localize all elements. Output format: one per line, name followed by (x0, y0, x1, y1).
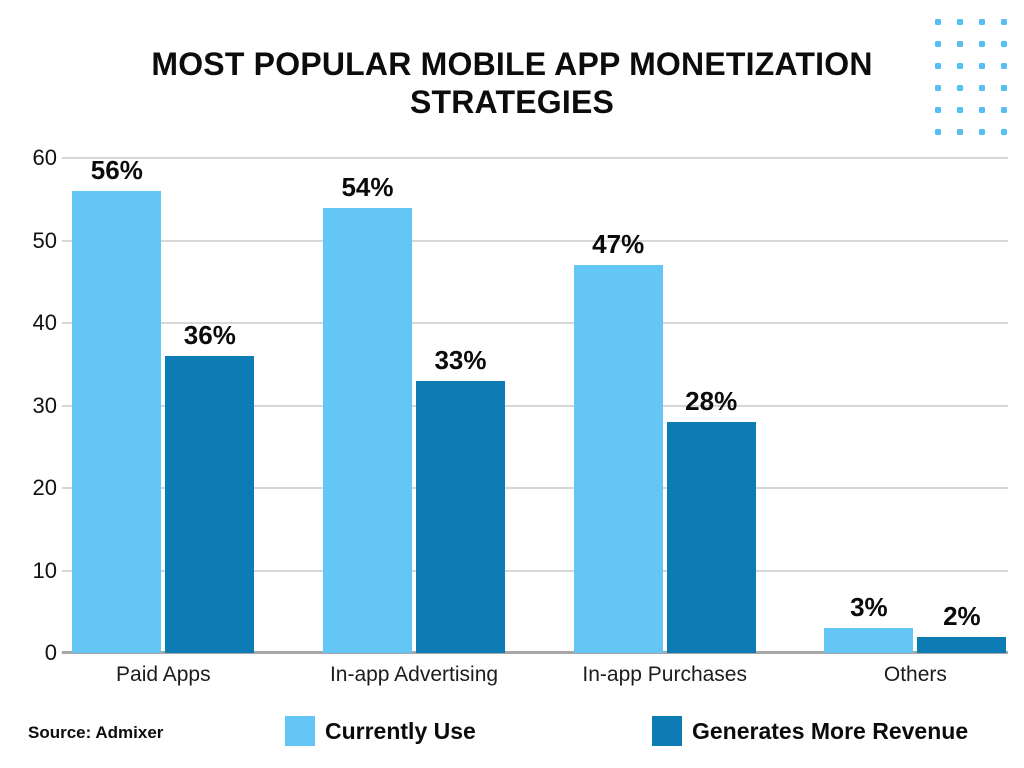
decor-dot (979, 107, 985, 113)
x-axis-line (62, 651, 1008, 654)
decor-dot (935, 19, 941, 25)
x-axis-category-label-2: In-app Advertising (329, 663, 499, 686)
y-axis-tick-label-50: 50 (32, 227, 57, 253)
x-axis-category-label-1: Paid Apps (116, 663, 211, 686)
decor-dot (979, 41, 985, 47)
bar-value-label: 56% (90, 155, 143, 185)
bar-value-label: 3% (850, 592, 888, 623)
decor-dot (1001, 41, 1007, 47)
decor-dot (935, 41, 941, 47)
decor-dot (935, 107, 941, 113)
decor-dot (935, 129, 941, 135)
gridline-40 (62, 322, 1008, 324)
decor-dot (957, 19, 963, 25)
decor-dot (957, 107, 963, 113)
bar-value-label: 36% (183, 320, 236, 350)
x-axis-category-label-3: In-app Purchases (582, 663, 747, 686)
decor-dot (1001, 107, 1007, 113)
legend-label-currently-use: Currently Use (325, 718, 476, 744)
legend-label-more-revenue: Generates More Revenue (692, 718, 969, 744)
decor-dot (957, 63, 963, 69)
bar-currently-use-3 (573, 265, 663, 653)
gridline-10 (62, 569, 1008, 572)
y-axis-tick-label-30: 30 (32, 392, 57, 418)
bar-value-label: 47% (592, 229, 645, 260)
bar-more-revenue-1 (165, 356, 255, 653)
bar-value-label: 2% (943, 600, 981, 631)
decor-dot (957, 85, 963, 91)
y-axis-tick-label-0: 0 (44, 640, 57, 665)
decor-dot (1001, 63, 1007, 69)
bar-currently-use-4 (824, 628, 914, 653)
decor-dot (1001, 19, 1007, 25)
gridline-50 (62, 239, 1008, 242)
bar-value-label: 28% (685, 386, 738, 416)
bar-currently-use-1 (72, 191, 162, 653)
bar-value-label: 54% (341, 171, 394, 202)
legend-swatch-currently-use (285, 716, 315, 746)
decor-dot (1001, 129, 1007, 135)
decor-dot (979, 63, 985, 69)
decor-dot (935, 63, 941, 69)
chart-title: MOST POPULAR MOBILE APP MONETIZATION STR… (151, 46, 873, 120)
decor-dot (935, 85, 941, 91)
y-axis-tick-label-40: 40 (32, 310, 57, 335)
y-axis-tick-label-60: 60 (32, 145, 57, 170)
source-attribution: Source: Admixer (28, 723, 164, 742)
bar-value-label: 33% (434, 344, 487, 375)
decor-dot (957, 129, 963, 135)
x-axis-category-label-4: Others (883, 663, 947, 686)
y-axis-tick-label-20: 20 (32, 475, 57, 500)
bar-more-revenue-3 (666, 422, 756, 653)
decor-dot (979, 85, 985, 91)
bar-more-revenue-4 (917, 636, 1007, 653)
gridline-60 (62, 157, 1008, 159)
y-axis-tick-label-10: 10 (32, 557, 57, 583)
dot-grid-decoration (935, 19, 1007, 135)
decor-dot (957, 41, 963, 47)
bar-more-revenue-2 (416, 380, 505, 653)
decor-dot (979, 19, 985, 25)
legend-swatch-more-revenue (652, 716, 682, 746)
bar-currently-use-2 (323, 207, 412, 653)
gridline-30 (62, 404, 1008, 407)
decor-dot (1001, 85, 1007, 91)
gridline-20 (62, 487, 1008, 489)
decor-dot (979, 129, 985, 135)
